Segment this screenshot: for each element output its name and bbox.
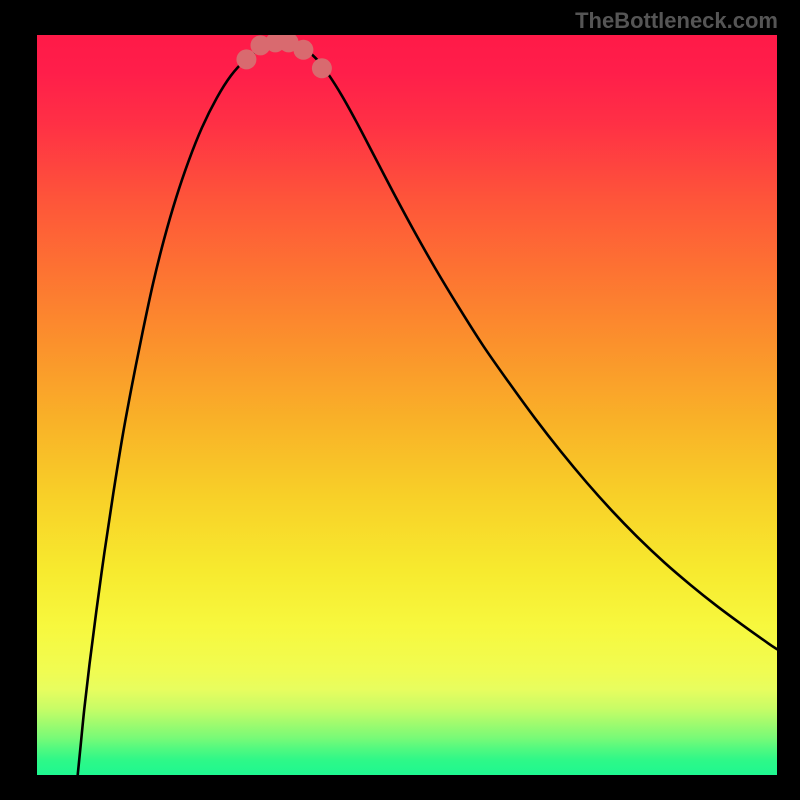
chart-frame: TheBottleneck.com [0, 0, 800, 800]
curve-right-arm [285, 42, 777, 649]
scatter-point [312, 58, 332, 78]
scatter-point [293, 40, 313, 60]
watermark-text: TheBottleneck.com [575, 8, 778, 34]
chart-plot-area [37, 35, 777, 775]
curve-left-arm [78, 42, 285, 775]
chart-curve-layer [37, 35, 777, 775]
